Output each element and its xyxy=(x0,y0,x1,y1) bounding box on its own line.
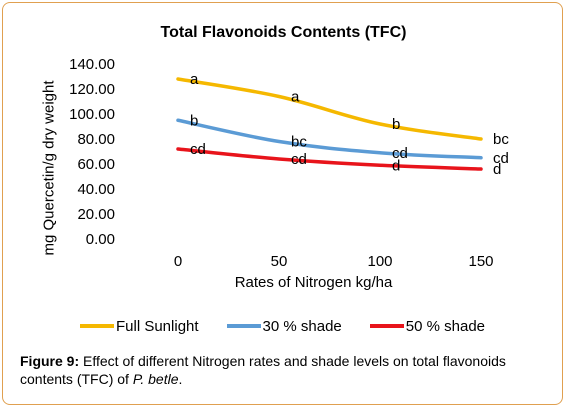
data-label-series-2: d xyxy=(392,157,400,174)
data-label-series-1: cd xyxy=(493,150,509,167)
legend-item-full-sunlight: Full Sunlight xyxy=(80,318,199,335)
series-line-1 xyxy=(176,118,483,160)
legend-swatch-50-shade xyxy=(369,324,404,328)
data-label-series-0: b xyxy=(392,116,400,133)
caption-text: Effect of different Nitrogen rates and s… xyxy=(20,353,506,387)
legend-item-30-shade: 30 % shade xyxy=(226,317,342,335)
legend: Full Sunlight 30 % shade 50 % shade xyxy=(80,316,513,336)
y-tick-label: 40.00 xyxy=(77,181,115,198)
series-line-2 xyxy=(176,147,483,171)
data-label-series-2: d xyxy=(493,161,501,178)
data-label-series-0: a xyxy=(190,71,199,88)
x-tick-label: 150 xyxy=(468,253,493,270)
data-label-series-2: cd xyxy=(291,151,307,168)
data-label-series-1: bc xyxy=(291,134,307,151)
x-axis-label: Rates of Nitrogen kg/ha xyxy=(234,274,393,291)
figure-caption: Figure 9: Effect of different Nitrogen r… xyxy=(20,352,555,388)
legend-item-50-shade: 50 % shade xyxy=(369,317,486,335)
y-tick-label: 120.00 xyxy=(69,81,115,98)
x-tick-label: 0 xyxy=(174,253,182,270)
figure-frame xyxy=(2,2,563,405)
data-label-series-0: bc xyxy=(493,131,509,148)
data-label-series-2: cd xyxy=(190,141,206,158)
x-tick-label: 100 xyxy=(367,253,392,270)
y-tick-label: 140.00 xyxy=(69,56,115,73)
legend-label-full-sunlight: Full Sunlight xyxy=(116,317,199,335)
legend-label-30-shade: 30 % shade xyxy=(262,317,342,335)
caption-species: P. betle xyxy=(132,371,179,387)
y-tick-label: 60.00 xyxy=(77,156,115,173)
series-line-0 xyxy=(176,77,483,141)
y-tick-label: 80.00 xyxy=(77,131,115,148)
caption-end: . xyxy=(178,371,183,387)
y-axis-label: mg Quercetin/g dry weight xyxy=(40,80,58,256)
legend-label-50-shade: 50 % shade xyxy=(405,317,486,335)
chart-title: Total Flavonoids Contents (TFC) xyxy=(160,24,407,41)
data-label-series-1: b xyxy=(190,112,198,129)
legend-swatch-full-sunlight xyxy=(80,324,114,328)
caption-figure-label: Figure 9: xyxy=(20,353,80,369)
data-label-series-1: cd xyxy=(392,145,408,162)
x-tick-label: 50 xyxy=(271,253,288,270)
legend-swatch-30-shade xyxy=(226,324,261,328)
y-tick-label: 0.00 xyxy=(86,231,115,248)
data-label-series-0: a xyxy=(291,89,300,106)
y-tick-label: 100.00 xyxy=(69,106,115,123)
y-tick-label: 20.00 xyxy=(77,206,115,223)
